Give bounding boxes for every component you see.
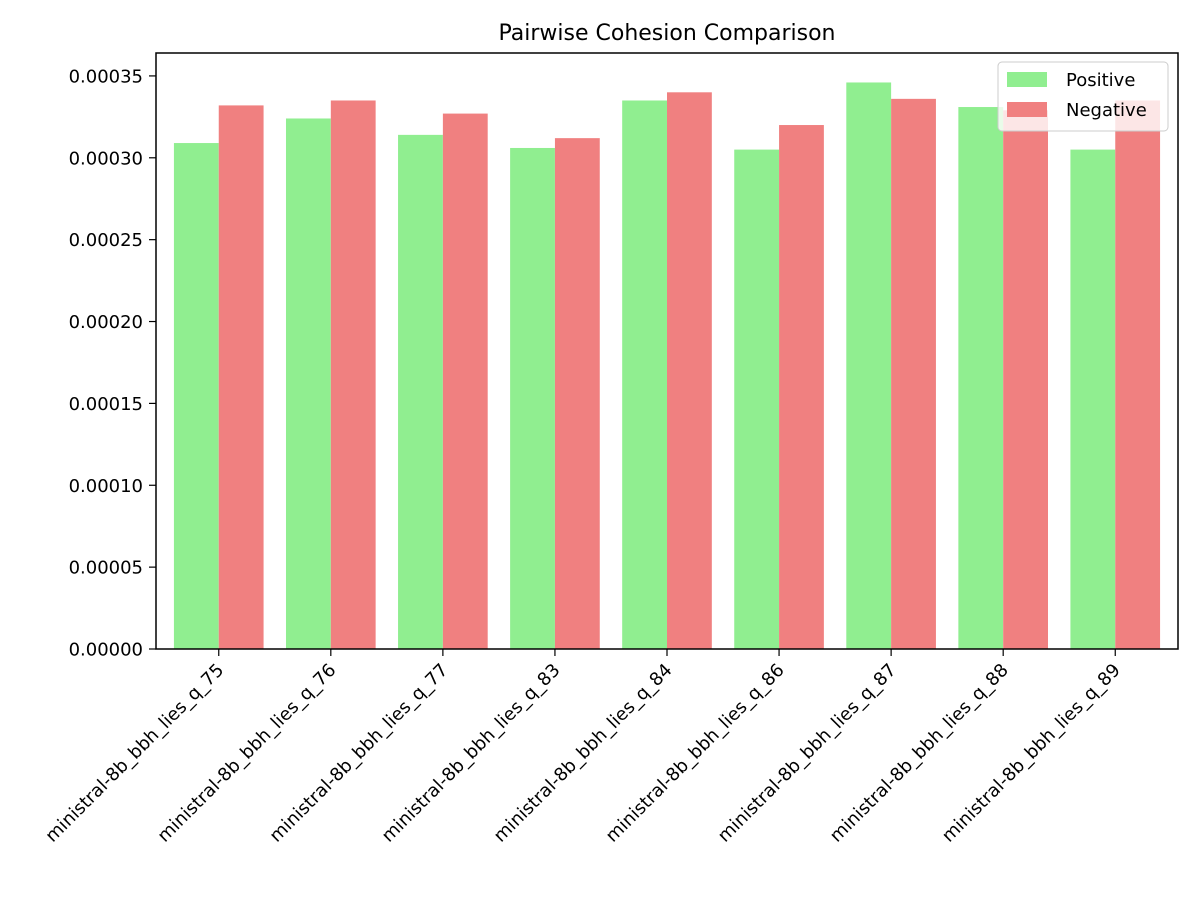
x-tick-label: ministral-8b_bbh_lies_q_77	[266, 660, 453, 847]
y-tick-label: 0.00035	[69, 66, 143, 87]
x-tick-label: ministral-8b_bbh_lies_q_75	[41, 660, 228, 847]
bar-positive-4	[622, 100, 667, 650]
chart-title: Pairwise Cohesion Comparison	[498, 21, 835, 46]
y-tick-label: 0.00000	[69, 640, 143, 661]
y-tick-label: 0.00015	[69, 394, 143, 415]
bar-negative-0	[218, 105, 264, 649]
bar-negative-3	[554, 138, 600, 649]
x-tick-label: ministral-8b_bbh_lies_q_86	[602, 660, 789, 847]
bar-negative-1	[330, 100, 376, 650]
bar-negative-5	[779, 125, 824, 650]
bar-negative-8	[1115, 100, 1161, 650]
x-tick-label: ministral-8b_bbh_lies_q_84	[490, 660, 677, 847]
bar-positive-0	[173, 143, 219, 650]
legend-swatch-positive	[1007, 72, 1047, 87]
bar-negative-7	[1003, 110, 1048, 649]
bar-positive-6	[846, 82, 892, 650]
legend-label-positive: Positive	[1066, 70, 1135, 91]
bar-positive-5	[734, 149, 780, 649]
x-axis: ministral-8b_bbh_lies_q_75ministral-8b_b…	[41, 649, 1125, 847]
bar-positive-2	[398, 134, 443, 649]
x-tick-label: ministral-8b_bbh_lies_q_83	[378, 660, 565, 847]
x-tick-label: ministral-8b_bbh_lies_q_87	[714, 660, 901, 847]
y-tick-label: 0.00010	[69, 476, 143, 497]
bar-positive-8	[1070, 149, 1116, 649]
bar-positive-1	[285, 118, 331, 650]
bars-layer	[173, 82, 1161, 650]
x-tick-label: ministral-8b_bbh_lies_q_89	[938, 660, 1125, 847]
y-tick-label: 0.00030	[69, 148, 143, 169]
bar-positive-7	[958, 107, 1004, 649]
y-tick-label: 0.00020	[69, 312, 143, 333]
legend: Positive Negative	[997, 61, 1169, 132]
x-tick-label: ministral-8b_bbh_lies_q_76	[154, 660, 341, 847]
bar-negative-2	[442, 113, 488, 649]
y-tick-label: 0.00025	[69, 230, 143, 251]
legend-label-negative: Negative	[1066, 100, 1147, 121]
bar-positive-3	[510, 147, 555, 649]
bar-negative-4	[667, 92, 712, 650]
y-tick-label: 0.00005	[69, 558, 143, 579]
y-axis: 0.00000 0.00005 0.00010 0.00015 0.00020 0.000…	[69, 66, 156, 661]
x-tick-label: ministral-8b_bbh_lies_q_88	[826, 660, 1013, 847]
bar-negative-6	[891, 98, 936, 650]
legend-swatch-negative	[1007, 102, 1047, 117]
